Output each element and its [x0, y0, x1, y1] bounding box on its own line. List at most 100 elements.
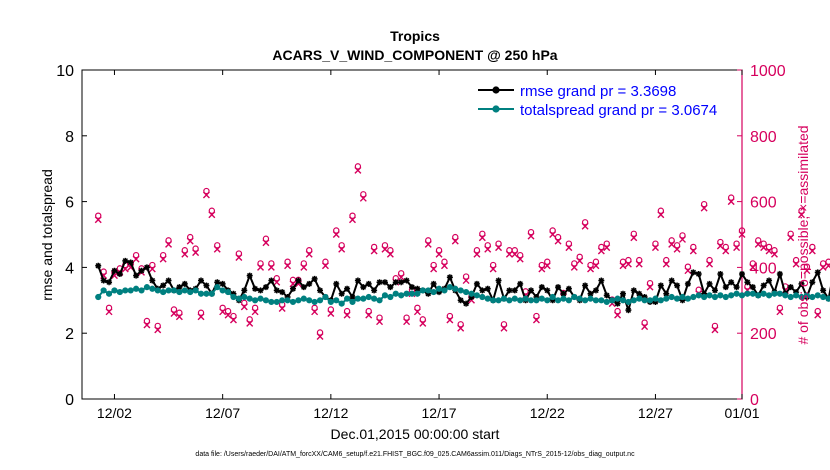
spread-point: [809, 293, 816, 301]
plot-frame: [81, 69, 743, 400]
obs-assimilated-marker: [770, 250, 778, 258]
legend-marker-rmse: [492, 86, 500, 94]
obs-possible-marker: [425, 237, 432, 244]
spread-point: [668, 293, 675, 301]
spread-point: [527, 297, 535, 304]
obs-possible-marker: [143, 317, 151, 325]
rmse-point: [814, 269, 821, 276]
obs-possible-marker: [186, 233, 194, 241]
obs-possible-marker: [673, 242, 681, 249]
obs-possible-marker: [776, 304, 784, 312]
obs-assimilated-marker: [132, 255, 140, 263]
rmse-point: [284, 294, 291, 301]
rmse-point: [711, 287, 718, 294]
obs-assimilated-marker: [278, 305, 286, 313]
obs-possible-marker: [452, 233, 459, 241]
obs-possible-marker: [241, 299, 248, 307]
rmse-point: [528, 287, 535, 294]
obs-possible-marker: [684, 263, 692, 270]
rmse-point: [203, 282, 210, 289]
spread-point: [744, 290, 751, 297]
obs-assimilated-marker: [165, 240, 173, 248]
spread-point: [587, 295, 594, 302]
rmse-point: [484, 285, 491, 292]
obs-possible-marker: [711, 322, 719, 330]
rmse-point: [295, 277, 302, 284]
obs-assimilated-marker: [343, 311, 351, 319]
obs-possible-marker: [462, 273, 470, 280]
spread-point: [214, 284, 221, 291]
spread-point: [533, 297, 540, 304]
obs-possible-marker: [814, 307, 821, 315]
rmse-point: [354, 277, 361, 284]
spread-point: [116, 288, 123, 296]
obs-possible-marker: [576, 253, 583, 261]
spread-point: [636, 295, 643, 302]
x-axis-label: Dec.01,2015 00:00:00 start: [331, 426, 500, 442]
rmse-point: [338, 290, 345, 297]
y2-tick-label: 1000: [750, 63, 786, 80]
spread-point: [230, 293, 237, 301]
rmse-point: [181, 280, 188, 287]
obs-assimilated-marker: [440, 262, 448, 270]
x-tick-label: 12/22: [530, 405, 565, 421]
rmse-point: [657, 282, 664, 289]
spread-point: [414, 290, 421, 297]
rmse-point: [289, 285, 296, 292]
obs-possible-marker: [159, 251, 167, 259]
rmse-point: [717, 270, 724, 277]
obs-possible-marker: [489, 261, 497, 269]
obs-assimilated-marker: [592, 262, 600, 270]
y-tick-label: 10: [56, 63, 74, 80]
spread-point: [122, 287, 129, 294]
rmse-point: [701, 290, 708, 297]
obs-assimilated-marker: [435, 250, 443, 258]
obs-possible-marker: [268, 260, 275, 267]
spread-point: [517, 297, 524, 304]
y2-tick-label: 800: [750, 129, 777, 146]
rmse-point: [311, 275, 318, 282]
spread-point: [798, 293, 805, 301]
spread-point: [787, 293, 794, 301]
obs-possible-marker: [446, 312, 454, 320]
spread-point: [289, 298, 297, 306]
obs-assimilated-marker: [413, 308, 421, 316]
obs-assimilated-marker: [641, 323, 649, 331]
obs-possible-marker: [300, 260, 308, 267]
spread-point: [181, 287, 188, 294]
obs-possible-marker: [630, 230, 638, 237]
obs-possible-marker: [679, 232, 686, 239]
spread-point: [755, 292, 762, 299]
y-tick-label: 2: [65, 326, 74, 343]
obs-assimilated-marker: [359, 194, 367, 202]
obs-possible-marker: [343, 307, 351, 315]
spread-point: [511, 295, 518, 302]
obs-possible-marker: [322, 258, 329, 265]
x-tick-label: 01/01: [724, 405, 759, 421]
rmse-point: [544, 287, 551, 294]
spread-point: [468, 290, 475, 297]
obs-possible-marker: [338, 242, 345, 249]
obs-assimilated-marker: [365, 311, 373, 319]
spread-point: [105, 290, 113, 297]
spread-point: [771, 290, 778, 297]
spread-point: [187, 288, 194, 296]
spread-point: [614, 295, 621, 302]
y2-tick-label: 0: [750, 392, 759, 409]
rmse-point: [425, 290, 432, 297]
obs-assimilated-marker: [543, 262, 551, 270]
obs-possible-marker: [132, 251, 140, 259]
rmse-point: [409, 284, 415, 291]
obs-possible-marker: [825, 258, 830, 265]
rmse-point: [371, 287, 378, 294]
rmse-point: [695, 270, 702, 277]
rmse-point: [268, 277, 275, 284]
spread-point: [565, 297, 572, 304]
obs-possible-marker: [262, 235, 270, 242]
obs-assimilated-marker: [532, 316, 540, 324]
rmse-point: [690, 269, 697, 276]
obs-possible-marker: [376, 314, 383, 321]
obs-assimilated-marker: [597, 247, 605, 255]
legend: rmse grand pr = 3.3698 totalspread grand …: [478, 83, 717, 119]
obs-assimilated-marker: [733, 244, 741, 252]
